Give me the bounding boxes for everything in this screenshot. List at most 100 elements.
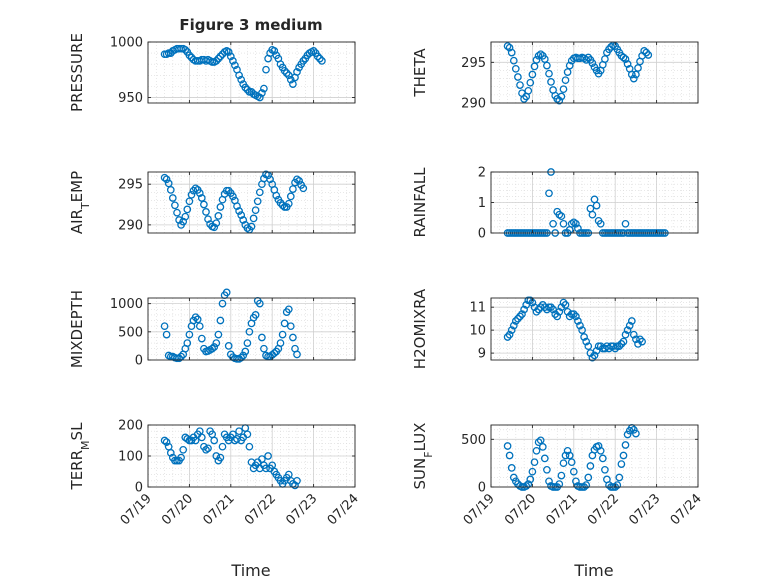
- data-point: [260, 84, 268, 93]
- y-tick-label: 0: [478, 481, 486, 496]
- data-point: [214, 330, 223, 339]
- data-point: [243, 339, 252, 347]
- data-point: [596, 219, 605, 228]
- data-point: [255, 93, 264, 102]
- data-point: [623, 326, 632, 334]
- data-point: [574, 224, 582, 233]
- data-point: [563, 446, 572, 455]
- data-point: [210, 223, 219, 232]
- y-tick-label: 950: [118, 91, 143, 106]
- y-axis-label: TERRMSL: [68, 422, 92, 491]
- data-point: [561, 301, 570, 309]
- data-point: [218, 442, 227, 451]
- data-point: [563, 68, 572, 76]
- data-point: [532, 56, 541, 64]
- data-point: [218, 299, 227, 308]
- data-point: [243, 430, 252, 439]
- data-point: [514, 73, 522, 81]
- x-tick-label: 07/19: [461, 491, 498, 528]
- x-tick-label: 07/22: [585, 491, 622, 528]
- subplot-1: 950 1000 PRESSURE: [68, 33, 356, 112]
- axes-frame: [147, 297, 356, 361]
- data-point: [289, 333, 297, 342]
- data-point: [547, 78, 555, 86]
- axes-frame: [147, 171, 356, 234]
- data-point: [243, 85, 252, 94]
- data-point: [590, 351, 599, 360]
- data-point: [270, 349, 279, 358]
- data-point: [315, 54, 324, 63]
- data-point: [231, 61, 239, 70]
- data-point: [629, 425, 638, 434]
- data-point: [644, 51, 653, 59]
- data-point: [237, 353, 246, 362]
- data-point: [557, 92, 566, 101]
- data-point: [632, 70, 640, 79]
- data-point: [634, 340, 642, 348]
- data-point: [191, 313, 200, 322]
- data-point: [547, 303, 555, 312]
- data-point: [555, 96, 564, 105]
- data-point: [200, 200, 208, 209]
- data-point: [210, 436, 219, 445]
- x-tick-label: 07/24: [325, 491, 362, 528]
- data-point: [601, 465, 609, 474]
- data-point: [586, 462, 595, 470]
- subplot-6: 9 10 11 H2OMIXRA: [411, 288, 699, 369]
- data-point: [253, 197, 262, 206]
- data-point: [197, 194, 206, 202]
- axes-frame: [490, 424, 699, 488]
- data-point: [185, 51, 194, 60]
- data-point: [193, 315, 202, 324]
- data-point: [619, 451, 628, 460]
- y-tick-label: 1: [478, 196, 486, 211]
- data-point: [588, 353, 597, 362]
- data-point: [185, 197, 194, 206]
- data-point: [592, 201, 601, 210]
- data-point: [245, 327, 254, 336]
- data-point: [313, 52, 322, 61]
- data-point: [162, 330, 171, 339]
- data-point: [229, 192, 237, 201]
- data-point: [522, 482, 531, 490]
- x-tick-label: 07/23: [283, 491, 320, 528]
- data-point: [181, 45, 190, 54]
- data-point: [212, 339, 221, 347]
- data-point: [528, 467, 537, 476]
- data-point: [197, 334, 206, 343]
- data-point: [239, 351, 248, 360]
- axes-background: [491, 425, 698, 487]
- y-axis-label: MIXDEPTH: [68, 290, 86, 368]
- data-point: [291, 481, 299, 490]
- data-point: [272, 191, 281, 200]
- data-point: [559, 85, 568, 94]
- data-point: [505, 330, 514, 339]
- data-point: [576, 321, 584, 330]
- data-point: [545, 189, 553, 198]
- data-point: [623, 430, 632, 439]
- data-point: [214, 212, 223, 220]
- data-point: [216, 203, 225, 211]
- data-point: [534, 51, 543, 60]
- data-point: [574, 317, 582, 325]
- data-point: [224, 48, 233, 56]
- data-point: [526, 475, 535, 484]
- data-point: [540, 454, 549, 463]
- data-point: [260, 344, 268, 353]
- data-point: [640, 47, 649, 55]
- data-point: [619, 53, 628, 62]
- data-point: [258, 89, 266, 97]
- y-tick-label: 2: [478, 166, 486, 181]
- data-point: [615, 473, 624, 482]
- data-point: [559, 298, 568, 307]
- y-axis-label: RAINFALL: [411, 167, 429, 238]
- data-point: [507, 48, 516, 57]
- data-point: [183, 205, 192, 214]
- data-point: [166, 449, 175, 457]
- data-point: [632, 429, 640, 438]
- data-point: [557, 212, 566, 221]
- y-tick-label: 1000: [110, 297, 143, 312]
- data-point: [160, 436, 169, 445]
- y-tick-label: 500: [461, 433, 486, 448]
